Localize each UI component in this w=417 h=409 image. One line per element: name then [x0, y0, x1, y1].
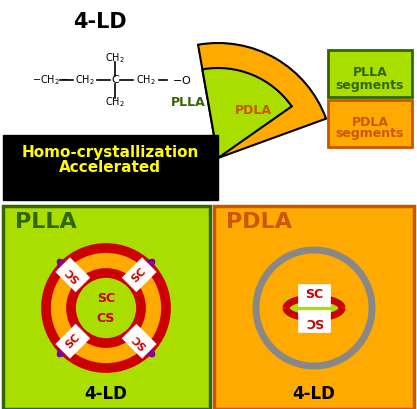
Text: PLLA: PLLA	[353, 67, 387, 79]
Bar	[286, 298, 342, 318]
Bar	[214, 206, 414, 409]
FancyBboxPatch shape	[122, 258, 156, 292]
FancyBboxPatch shape	[328, 100, 412, 147]
Text: PLLA: PLLA	[171, 97, 206, 110]
FancyBboxPatch shape	[56, 324, 90, 358]
Bar	[3, 135, 218, 200]
Circle shape	[71, 273, 141, 343]
FancyBboxPatch shape	[56, 258, 90, 292]
Wedge shape	[202, 68, 292, 158]
Text: 4-LD: 4-LD	[85, 385, 128, 403]
Text: SC: SC	[97, 292, 115, 304]
Text: Homo-crystallization: Homo-crystallization	[21, 144, 198, 160]
Text: $\mathdefault{CH_2}$: $\mathdefault{CH_2}$	[75, 73, 95, 87]
Text: PDLA: PDLA	[352, 115, 389, 128]
Text: CS: CS	[97, 312, 115, 324]
Text: Accelerated: Accelerated	[59, 160, 161, 175]
Wedge shape	[198, 43, 326, 158]
Text: SC: SC	[130, 265, 148, 284]
Text: $\mathdefault{CH_2}$: $\mathdefault{CH_2}$	[105, 95, 125, 109]
Bar	[3, 206, 210, 409]
Text: C: C	[111, 75, 119, 85]
Text: SC: SC	[130, 332, 148, 351]
Text: SC: SC	[305, 288, 323, 301]
Text: SC: SC	[63, 265, 82, 284]
Text: $\mathdefault{CH_2}$: $\mathdefault{CH_2}$	[136, 73, 156, 87]
Text: $\mathdefault{CH_2}$: $\mathdefault{CH_2}$	[105, 51, 125, 65]
Text: PLLA: PLLA	[15, 212, 77, 232]
Text: SC: SC	[305, 315, 323, 328]
FancyBboxPatch shape	[298, 310, 330, 332]
Text: SC: SC	[63, 332, 82, 351]
Circle shape	[46, 248, 166, 368]
Text: $-\mathdefault{O}$: $-\mathdefault{O}$	[172, 74, 191, 86]
Circle shape	[256, 250, 372, 366]
FancyBboxPatch shape	[122, 324, 156, 358]
Text: PDLA: PDLA	[234, 103, 271, 117]
Text: 4-LD: 4-LD	[293, 385, 335, 403]
Text: $-\mathdefault{CH_2}-$: $-\mathdefault{CH_2}-$	[32, 73, 70, 87]
FancyBboxPatch shape	[298, 284, 330, 306]
FancyBboxPatch shape	[328, 50, 412, 97]
Text: segments: segments	[336, 79, 404, 92]
Text: 4-LD: 4-LD	[73, 12, 127, 32]
Text: segments: segments	[336, 128, 404, 141]
Text: PDLA: PDLA	[226, 212, 292, 232]
